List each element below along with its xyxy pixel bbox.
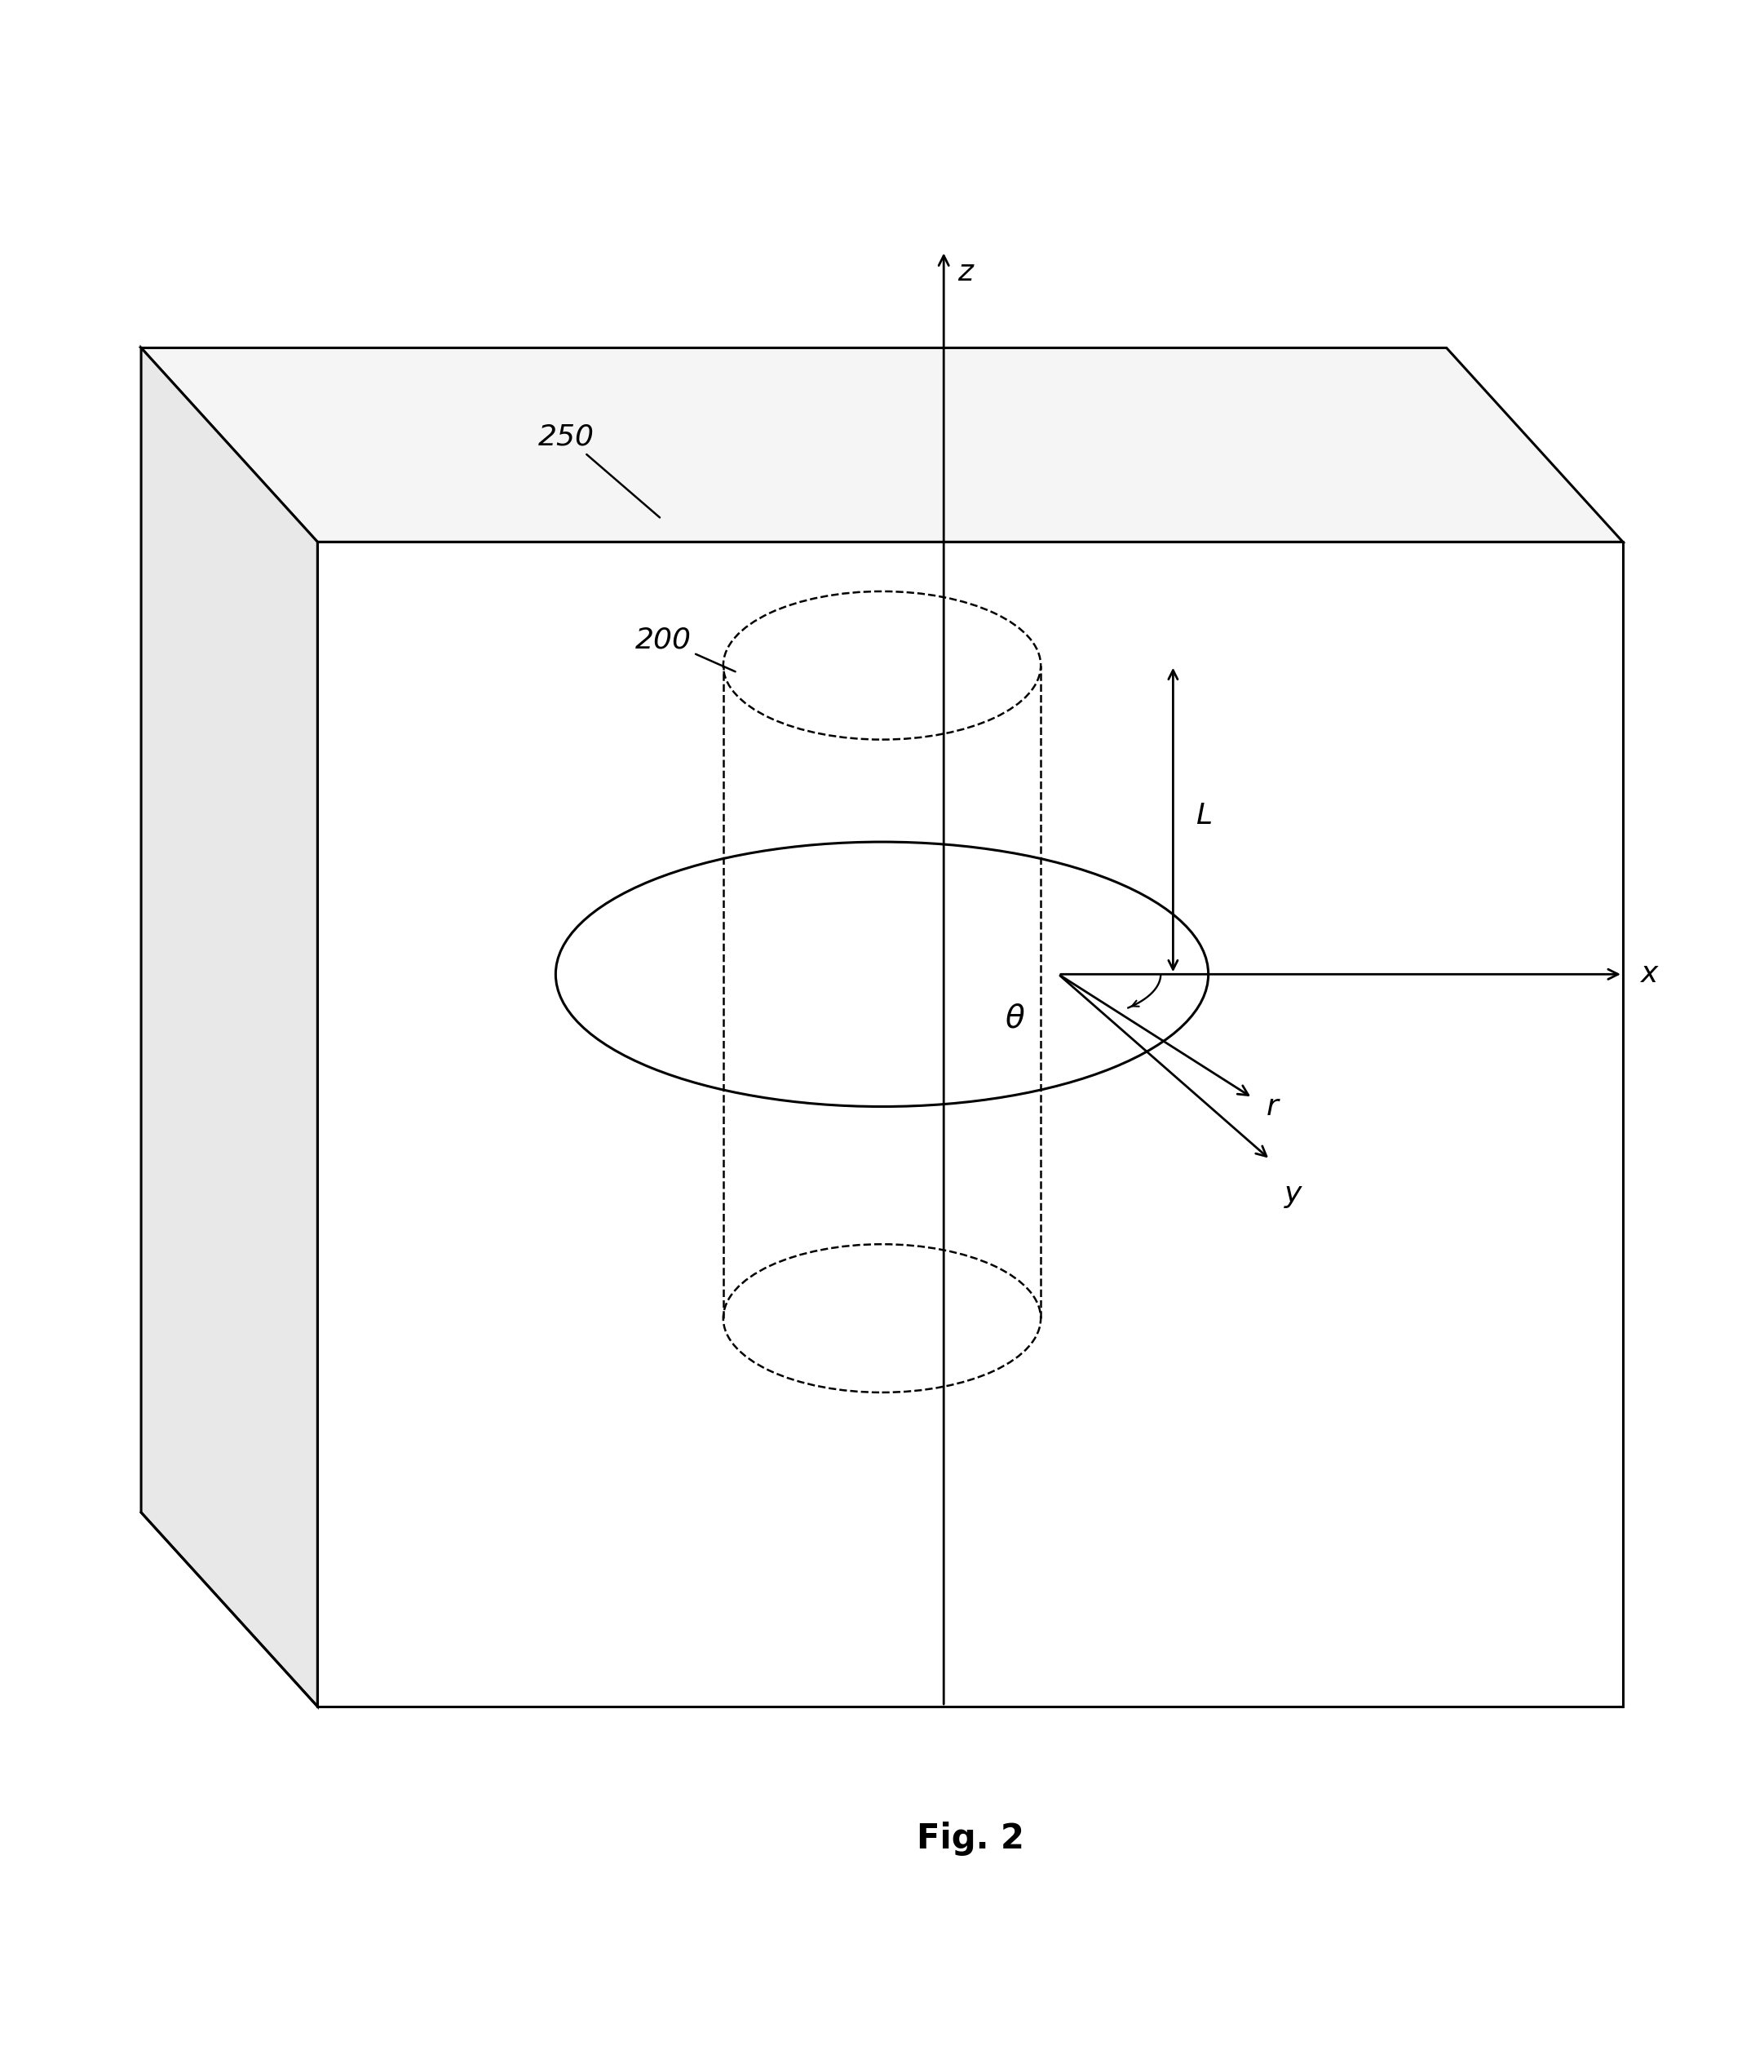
Text: y: y [1284, 1181, 1302, 1208]
Text: x: x [1641, 961, 1658, 988]
Polygon shape [141, 348, 1623, 543]
Text: 250: 250 [538, 423, 660, 518]
Text: L: L [1196, 802, 1212, 829]
Text: θ: θ [1005, 1003, 1023, 1034]
Text: r: r [1267, 1092, 1279, 1121]
Text: z: z [958, 259, 974, 286]
Polygon shape [141, 348, 318, 1707]
Text: Fig. 2: Fig. 2 [917, 1821, 1023, 1857]
Text: 200: 200 [635, 626, 736, 671]
